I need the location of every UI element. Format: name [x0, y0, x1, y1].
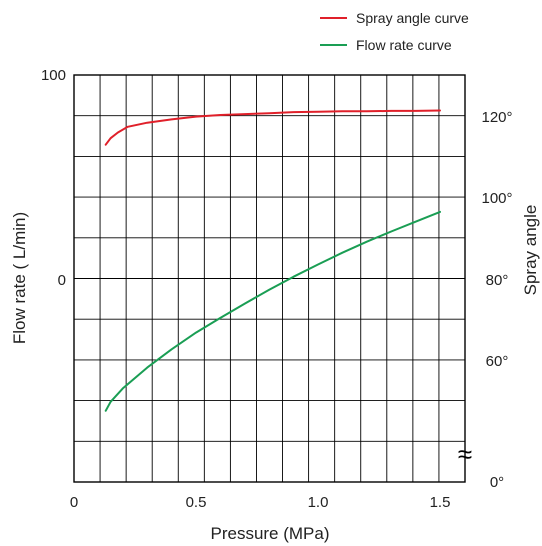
y2-tick-label: 0° — [490, 474, 504, 491]
y-tick-label: 0 — [58, 272, 66, 289]
y-tick-label: 100 — [41, 67, 66, 84]
legend: Spray angle curve Flow rate curve — [320, 10, 469, 53]
legend-label-flow-rate: Flow rate curve — [356, 37, 452, 53]
y2-tick-label: 60° — [486, 353, 509, 370]
y2-axis-break-symbol: ≈ — [458, 439, 472, 469]
tick-labels: 0 0.5 1.0 1.5 100 0 120° 100° 80° 60° 0° — [41, 67, 513, 511]
legend-label-spray-angle: Spray angle curve — [356, 10, 469, 26]
spray-angle-curve — [104, 109, 441, 146]
y-axis-title: Flow rate ( L/min) — [10, 212, 29, 344]
y2-tick-label: 100° — [481, 190, 512, 207]
x-axis-title: Pressure (MPa) — [210, 524, 329, 543]
x-tick-label: 1.5 — [430, 494, 451, 511]
series-lines — [104, 109, 441, 412]
x-tick-label: 1.0 — [308, 494, 329, 511]
flow-rate-curve — [104, 210, 441, 412]
grid-lines — [74, 75, 465, 482]
y2-tick-label: 80° — [486, 272, 509, 289]
x-tick-label: 0 — [70, 494, 78, 511]
plot-frame — [73, 74, 466, 483]
x-tick-label: 0.5 — [186, 494, 207, 511]
y2-tick-label: 120° — [481, 109, 512, 126]
y2-axis-title: Spray angle — [521, 205, 540, 296]
